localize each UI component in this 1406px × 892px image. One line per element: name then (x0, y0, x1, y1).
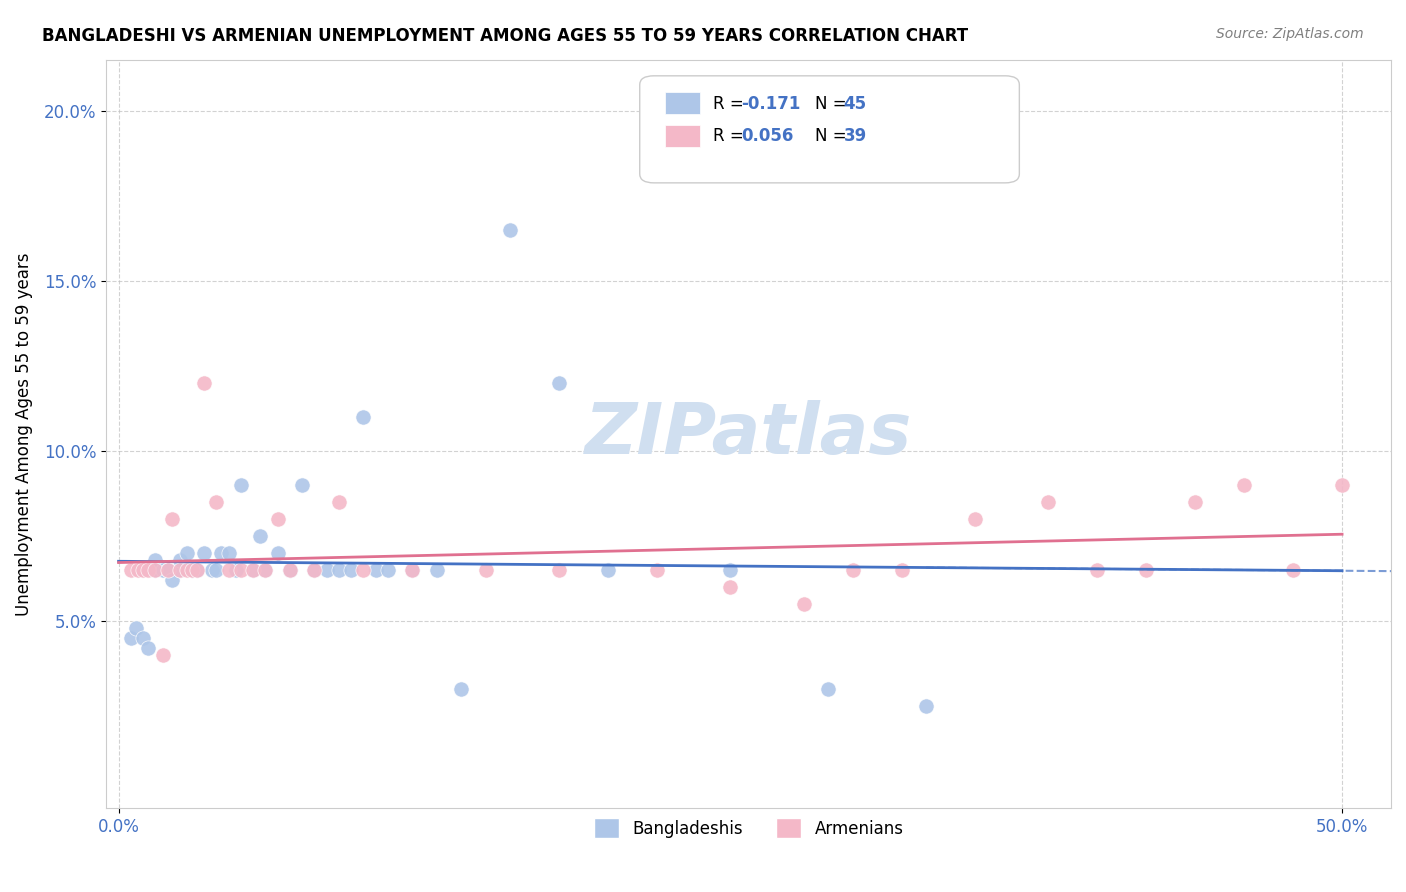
Point (136, 563, 159, 577)
Legend: Bangladeshis, Armenians: Bangladeshis, Armenians (588, 812, 910, 845)
Point (186, 563, 208, 577)
Text: BANGLADESHI VS ARMENIAN UNEMPLOYMENT AMONG AGES 55 TO 59 YEARS CORRELATION CHART: BANGLADESHI VS ARMENIAN UNEMPLOYMENT AMO… (42, 27, 969, 45)
Point (186, 563, 208, 577)
Point (401, 563, 423, 577)
Point (181, 563, 204, 577)
Point (328, 495, 350, 509)
Point (499, 223, 522, 237)
Point (143, 563, 166, 577)
Point (181, 563, 204, 577)
Point (266, 512, 288, 526)
Point (132, 563, 155, 577)
Point (120, 632, 142, 646)
Point (143, 563, 166, 577)
Text: N =: N = (815, 128, 852, 145)
Point (315, 563, 337, 577)
Text: 39: 39 (844, 128, 868, 145)
Point (136, 641, 159, 656)
Point (169, 553, 191, 567)
Point (229, 478, 252, 492)
Point (1135, 563, 1157, 577)
Point (120, 563, 142, 577)
Point (193, 376, 215, 390)
Point (205, 563, 228, 577)
Point (143, 553, 166, 567)
Point (152, 563, 174, 577)
Point (915, 699, 938, 714)
Point (278, 563, 301, 577)
Point (364, 563, 387, 577)
Point (242, 563, 264, 577)
Point (278, 563, 301, 577)
Point (127, 563, 149, 577)
Point (152, 648, 174, 663)
Point (254, 563, 277, 577)
Point (229, 563, 252, 577)
Point (254, 563, 277, 577)
Point (205, 495, 228, 509)
Point (793, 597, 815, 611)
Point (291, 478, 314, 492)
Point (209, 546, 232, 560)
Point (1184, 495, 1206, 509)
Point (817, 682, 839, 697)
Point (156, 563, 179, 577)
Point (1085, 563, 1108, 577)
Y-axis label: Unemployment Among Ages 55 to 59 years: Unemployment Among Ages 55 to 59 years (15, 252, 32, 615)
Point (1282, 563, 1305, 577)
Point (278, 563, 301, 577)
Point (200, 563, 222, 577)
Text: Source: ZipAtlas.com: Source: ZipAtlas.com (1216, 27, 1364, 41)
Point (304, 563, 326, 577)
Point (548, 376, 571, 390)
Point (242, 563, 264, 577)
Point (352, 409, 374, 424)
Point (963, 512, 986, 526)
Point (426, 563, 449, 577)
Point (890, 563, 912, 577)
Point (162, 512, 184, 526)
Point (176, 546, 198, 560)
Point (156, 563, 179, 577)
Point (474, 563, 496, 577)
Point (548, 563, 571, 577)
Point (1331, 478, 1354, 492)
Point (645, 563, 668, 577)
Point (718, 563, 741, 577)
Point (193, 546, 215, 560)
Point (169, 563, 191, 577)
Point (304, 563, 326, 577)
Point (132, 632, 155, 646)
Point (266, 546, 288, 560)
Point (450, 682, 472, 697)
Point (218, 563, 240, 577)
Point (841, 563, 863, 577)
Point (1038, 495, 1060, 509)
Point (328, 563, 350, 577)
Text: R =: R = (713, 95, 749, 113)
Point (181, 563, 204, 577)
Text: R =: R = (713, 128, 749, 145)
Point (249, 529, 271, 543)
Point (125, 621, 148, 635)
Point (225, 563, 247, 577)
Point (162, 574, 184, 588)
Point (340, 563, 363, 577)
Point (169, 563, 191, 577)
Text: ZIPatlas: ZIPatlas (585, 400, 912, 468)
Point (377, 563, 399, 577)
Point (401, 563, 423, 577)
Point (718, 580, 741, 594)
Point (218, 546, 240, 560)
Text: 45: 45 (844, 95, 866, 113)
Point (596, 563, 619, 577)
Text: 0.056: 0.056 (741, 128, 793, 145)
Point (1233, 478, 1256, 492)
Text: -0.171: -0.171 (741, 95, 800, 113)
Text: N =: N = (815, 95, 852, 113)
Point (176, 563, 198, 577)
Point (352, 563, 374, 577)
